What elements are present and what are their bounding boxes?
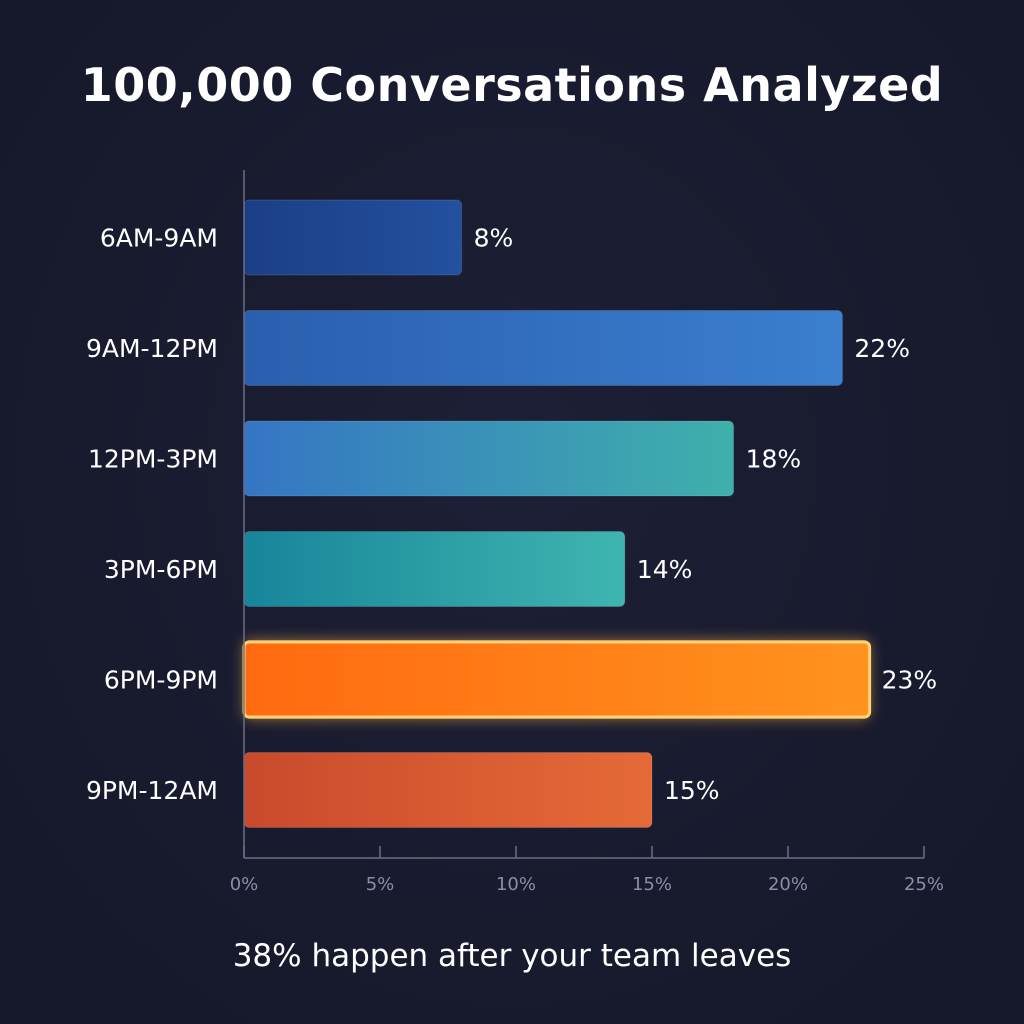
category-label-9am-12pm: 9AM-12PM	[86, 334, 218, 363]
value-label-3pm-6pm: 14%	[637, 555, 693, 584]
value-label-12pm-3pm: 18%	[746, 445, 802, 474]
x-tick-label-10: 10%	[496, 874, 536, 895]
chart-title: 100,000 Conversations Analyzed	[80, 58, 944, 112]
x-tick-label-5: 5%	[366, 874, 395, 895]
bar-6am-9am	[243, 199, 463, 276]
category-label-3pm-6pm: 3PM-6PM	[104, 555, 218, 584]
value-label-9am-12pm: 22%	[854, 334, 910, 363]
x-tick-label-15: 15%	[632, 874, 672, 895]
x-tick-label-25: 25%	[904, 874, 944, 895]
value-label-6pm-9pm: 23%	[882, 666, 938, 695]
value-label-9pm-12am: 15%	[664, 776, 720, 805]
x-tick-label-0: 0%	[230, 874, 259, 895]
bar-9pm-12am	[243, 752, 653, 828]
bar-9am-12pm	[243, 310, 843, 386]
bar-12pm-3pm	[243, 420, 735, 497]
bar-3pm-6pm	[243, 531, 626, 607]
category-label-9pm-12am: 9PM-12AM	[86, 776, 218, 805]
category-label-6am-9am: 6AM-9AM	[100, 224, 218, 253]
bar-6pm-9pm	[242, 640, 872, 719]
category-label-12pm-3pm: 12PM-3PM	[88, 445, 218, 474]
chart-subtitle: 38% happen after your team leaves	[232, 938, 792, 974]
category-label-6pm-9pm: 6PM-9PM	[104, 666, 218, 695]
x-tick-label-20: 20%	[768, 874, 808, 895]
value-label-6am-9am: 8%	[474, 224, 514, 253]
